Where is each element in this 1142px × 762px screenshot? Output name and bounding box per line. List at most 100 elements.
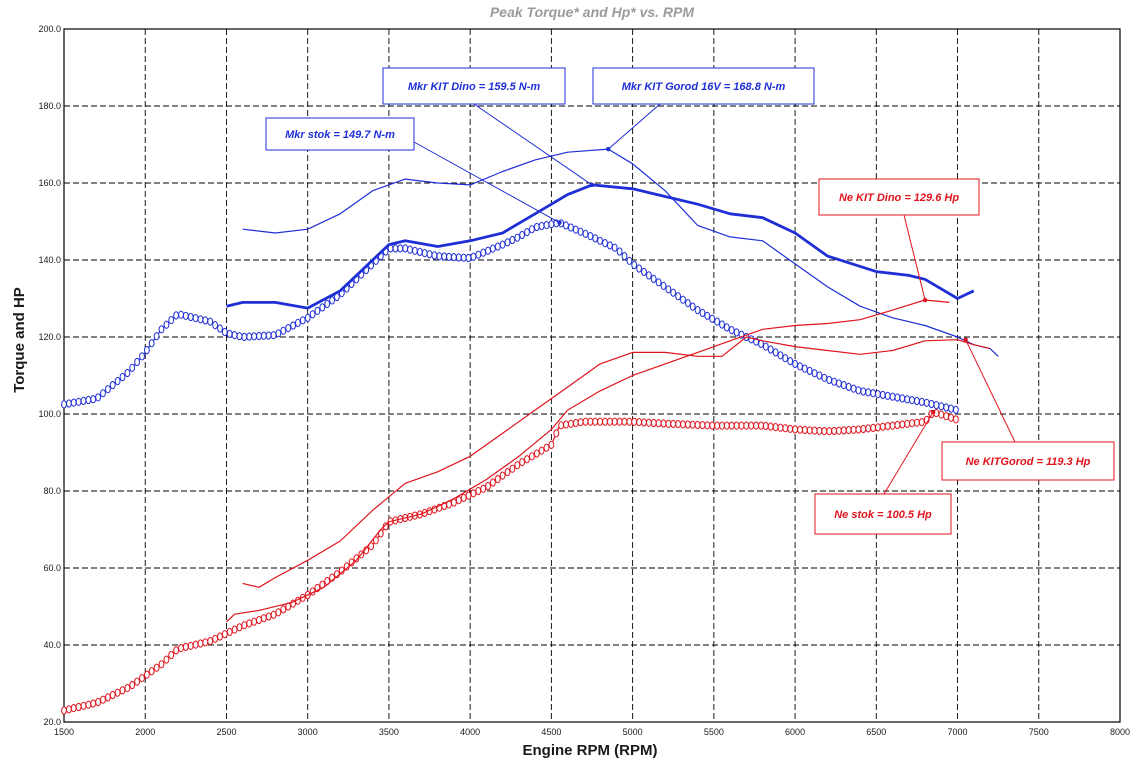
series-marker-power_stok [850,425,857,434]
series-marker-torque_stok [733,328,740,337]
series-marker-power_stok [719,421,725,430]
series-power_kit_dino [226,299,950,623]
series-marker-torque_stok [85,395,92,405]
series-marker-power_stok [592,417,599,426]
x-tick-label: 4500 [541,727,561,737]
series-marker-torque_stok [626,256,633,265]
series-marker-torque_stok [670,288,677,297]
series-marker-power_stok [100,695,106,704]
series-marker-power_stok [163,655,170,664]
series-marker-power_stok [485,481,491,491]
series-marker-torque_stok [451,253,457,262]
series-marker-torque_stok [139,352,145,361]
series-marker-torque_stok [933,401,940,410]
series-marker-torque_stok [831,377,837,386]
series-power_kit_gorod [242,336,991,588]
annotation-arrowhead [606,146,611,152]
series-marker-torque_stok [275,329,282,338]
series-marker-power_stok [762,421,769,430]
series-marker-power_stok [75,702,82,712]
series-marker-power_stok [743,421,750,430]
series-marker-power_stok [494,475,501,484]
annotation-box [382,67,566,105]
series-marker-torque_stok [568,223,574,232]
series-marker-torque_stok [226,329,233,338]
series-marker-power_stok [943,412,950,421]
series-torque_kit_gorod [242,148,999,357]
series-marker-power_stok [85,700,92,709]
series-marker-power_stok [124,684,131,693]
series-marker-power_stok [723,421,730,430]
series-marker-power_stok [114,688,121,697]
series-marker-torque_stok [641,267,647,276]
series-marker-torque_stok [943,403,950,412]
series-marker-power_stok [548,440,555,449]
series-marker-power_stok [455,496,462,505]
series-marker-power_stok [748,421,755,430]
annotation-arrowhead [922,297,928,303]
series-marker-power_stok [811,426,818,435]
series-marker-torque_stok [865,388,872,397]
series-marker-torque_stok [431,251,438,260]
series-marker-power_stok [148,667,155,676]
series-marker-power_stok [685,420,691,429]
annotation-leader [473,103,593,186]
series-marker-power_stok [577,418,584,427]
series-marker-power_stok [699,421,706,430]
series-marker-torque_stok [723,323,730,332]
series-marker-torque_stok [295,318,301,327]
series-marker-torque_stok [217,324,223,333]
series-marker-torque_stok [134,357,141,367]
x-tick-label: 3000 [298,727,318,737]
series-marker-power_stok [801,425,808,435]
series-marker-power_stok [709,421,716,430]
series-marker-torque_stok [158,325,165,334]
series-marker-power_stok [572,418,579,428]
series-marker-power_stok [675,420,681,429]
series-marker-torque_stok [153,332,160,341]
series-marker-power_stok [777,423,784,432]
series-marker-power_stok [728,421,735,430]
x-tick-label: 2000 [135,727,155,737]
series-marker-torque_stok [548,220,555,229]
series-marker-power_stok [251,617,258,626]
series-marker-power_stok [533,449,540,458]
series-marker-torque_stok [704,311,711,320]
series-marker-torque_stok [202,316,209,325]
series-marker-power_stok [105,693,111,702]
series-marker-torque_stok [182,311,189,320]
series-marker-power_stok [187,641,194,650]
series-marker-torque_stok [299,316,306,325]
series-marker-torque_stok [66,399,72,408]
series-marker-torque_stok [197,315,204,324]
series-marker-torque_stok [685,299,691,308]
series-marker-power_stok [475,486,482,496]
series-marker-power_stok [260,614,267,623]
series-marker-power_stok [563,420,569,429]
annotation-text: Ne KIT Dino = 129.6 Hp [839,192,959,204]
annotation-leader [413,141,560,224]
series-marker-power_stok [144,670,150,679]
series-marker-torque_stok [514,233,521,242]
series-marker-power_stok [139,674,145,683]
series-marker-torque_stok [875,390,881,399]
series-layer [61,148,999,715]
series-marker-torque_stok [212,321,219,330]
x-tick-label: 6500 [866,727,886,737]
series-marker-power_stok [655,419,662,428]
series-marker-torque_stok [592,234,599,243]
series-marker-torque_stok [129,363,136,372]
annotation-ne_stok: Ne stok = 100.5 Hp [814,409,952,535]
series-marker-power_stok [797,425,803,434]
series-marker-power_stok [616,417,623,426]
series-marker-torque_stok [187,312,194,322]
series-marker-power_stok [134,677,141,686]
series-marker-torque_stok [621,252,628,261]
series-marker-torque_stok [607,241,613,250]
series-marker-power_stok [767,422,774,431]
series-marker-power_stok [826,427,833,436]
series-marker-power_stok [178,644,184,653]
series-marker-power_stok [860,424,867,434]
y-tick-label: 60.0 [43,563,61,573]
series-marker-power_stok [680,420,686,429]
